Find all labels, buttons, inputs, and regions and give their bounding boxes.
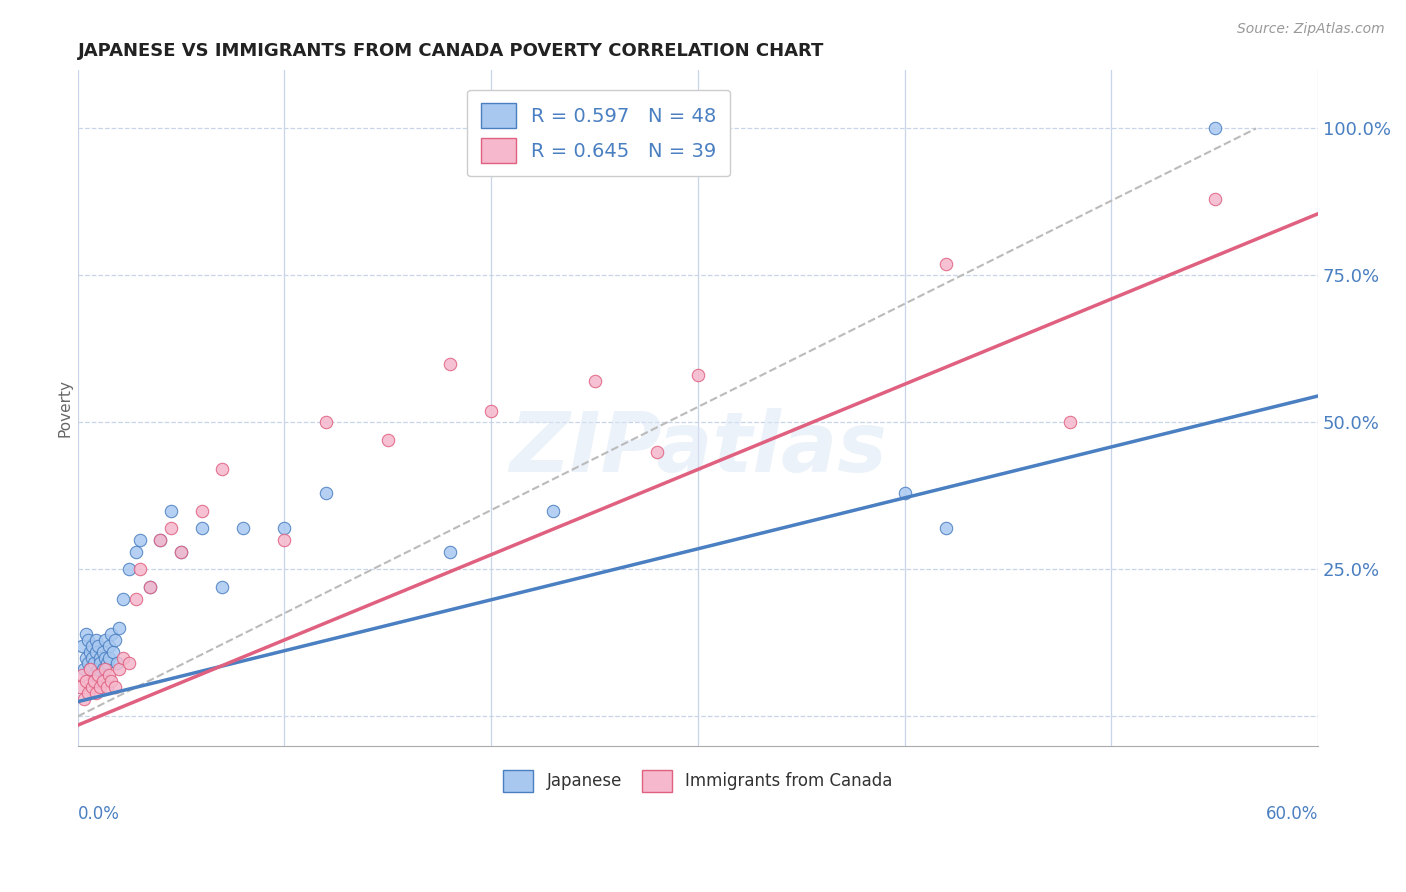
Point bbox=[70, 668, 93, 682]
Point bbox=[87, 639, 110, 653]
Point bbox=[108, 662, 131, 676]
Point bbox=[128, 562, 150, 576]
Point bbox=[377, 433, 399, 447]
Text: ZIPatlas: ZIPatlas bbox=[509, 408, 887, 489]
Point bbox=[541, 503, 564, 517]
Point bbox=[83, 674, 105, 689]
Point bbox=[583, 374, 606, 388]
Point bbox=[91, 662, 114, 676]
Point bbox=[118, 657, 141, 671]
Point bbox=[645, 444, 668, 458]
Point bbox=[96, 657, 118, 671]
Point bbox=[232, 521, 254, 535]
Point bbox=[935, 521, 957, 535]
Point bbox=[170, 545, 193, 559]
Point bbox=[79, 645, 101, 659]
Point bbox=[79, 662, 101, 676]
Point bbox=[104, 632, 127, 647]
Point bbox=[89, 680, 111, 694]
Point bbox=[77, 632, 100, 647]
Point bbox=[87, 662, 110, 676]
Point bbox=[91, 645, 114, 659]
Text: JAPANESE VS IMMIGRANTS FROM CANADA POVERTY CORRELATION CHART: JAPANESE VS IMMIGRANTS FROM CANADA POVER… bbox=[77, 42, 824, 60]
Point bbox=[89, 650, 111, 665]
Point bbox=[315, 486, 337, 500]
Text: 60.0%: 60.0% bbox=[1265, 805, 1319, 822]
Point bbox=[273, 521, 295, 535]
Point bbox=[83, 657, 105, 671]
Point bbox=[159, 521, 181, 535]
Point bbox=[93, 650, 115, 665]
Point bbox=[273, 533, 295, 547]
Point bbox=[479, 403, 502, 417]
Point bbox=[139, 580, 162, 594]
Point bbox=[935, 257, 957, 271]
Point bbox=[73, 691, 96, 706]
Point bbox=[100, 674, 122, 689]
Point bbox=[211, 580, 233, 594]
Point bbox=[112, 650, 135, 665]
Point bbox=[105, 657, 128, 671]
Point bbox=[100, 627, 122, 641]
Point bbox=[83, 668, 105, 682]
Point bbox=[86, 645, 108, 659]
Point bbox=[439, 357, 461, 371]
Point bbox=[128, 533, 150, 547]
Point bbox=[91, 674, 114, 689]
Point bbox=[139, 580, 162, 594]
Point bbox=[82, 639, 104, 653]
Point bbox=[104, 680, 127, 694]
Point bbox=[77, 686, 100, 700]
Point bbox=[77, 657, 100, 671]
Point bbox=[118, 562, 141, 576]
Point bbox=[124, 545, 146, 559]
Point bbox=[124, 591, 146, 606]
Point bbox=[93, 632, 115, 647]
Point bbox=[315, 416, 337, 430]
Point bbox=[97, 668, 120, 682]
Point bbox=[211, 462, 233, 476]
Point bbox=[82, 650, 104, 665]
Point bbox=[191, 503, 214, 517]
Point bbox=[69, 680, 91, 694]
Point bbox=[1059, 416, 1081, 430]
Point bbox=[75, 650, 97, 665]
Point bbox=[96, 680, 118, 694]
Text: 0.0%: 0.0% bbox=[77, 805, 120, 822]
Point bbox=[97, 639, 120, 653]
Point bbox=[149, 533, 172, 547]
Point bbox=[75, 627, 97, 641]
Y-axis label: Poverty: Poverty bbox=[58, 379, 72, 437]
Point bbox=[191, 521, 214, 535]
Point bbox=[159, 503, 181, 517]
Point bbox=[87, 668, 110, 682]
Point bbox=[108, 621, 131, 635]
Point bbox=[70, 639, 93, 653]
Point bbox=[89, 657, 111, 671]
Point bbox=[101, 645, 124, 659]
Point bbox=[86, 632, 108, 647]
Point bbox=[75, 674, 97, 689]
Point bbox=[439, 545, 461, 559]
Point bbox=[112, 591, 135, 606]
Point bbox=[893, 486, 915, 500]
Point bbox=[73, 662, 96, 676]
Point bbox=[1204, 121, 1226, 136]
Legend: Japanese, Immigrants from Canada: Japanese, Immigrants from Canada bbox=[496, 764, 900, 798]
Point bbox=[149, 533, 172, 547]
Point bbox=[86, 686, 108, 700]
Point bbox=[97, 650, 120, 665]
Point bbox=[170, 545, 193, 559]
Point bbox=[1204, 192, 1226, 206]
Point bbox=[82, 680, 104, 694]
Point bbox=[686, 368, 709, 383]
Text: Source: ZipAtlas.com: Source: ZipAtlas.com bbox=[1237, 22, 1385, 37]
Point bbox=[79, 662, 101, 676]
Point bbox=[93, 662, 115, 676]
